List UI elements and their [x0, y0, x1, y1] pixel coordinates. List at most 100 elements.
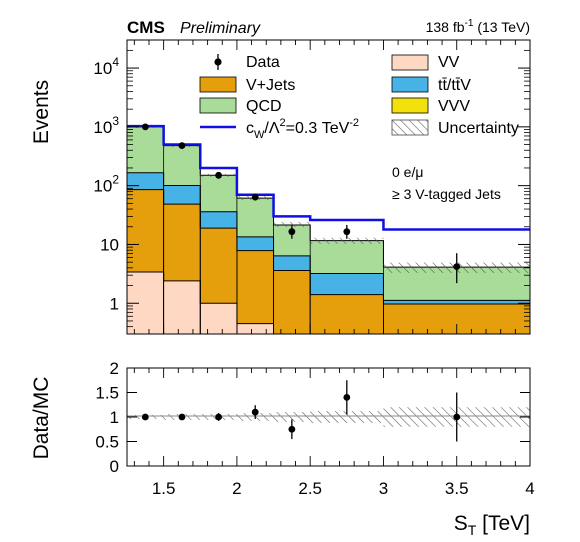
data-point	[343, 224, 351, 239]
legend-label-ttbar: tt̄/tt̄V	[438, 77, 471, 94]
stack-histogram	[127, 126, 530, 339]
lumi-label: 138 fb-1 (13 TeV)	[426, 18, 530, 35]
stack-bin	[310, 240, 384, 274]
stack-bin	[127, 172, 164, 190]
y-axis-title: Events	[30, 80, 53, 144]
stack-bin	[127, 189, 164, 273]
legend-label-vjets: V+Jets	[246, 77, 295, 94]
data-point	[453, 253, 461, 284]
ratio-marker	[141, 413, 149, 421]
ratio-marker	[215, 413, 222, 421]
ratio-axes: 0 0.5 1 1.5 2 1.5 2 2.5 3 3.5 4	[95, 359, 534, 498]
y-tick-label: 104	[93, 55, 119, 78]
ratio-marker	[343, 394, 351, 401]
legend: Data V+Jets QCD cW/Λ2=0.3 TeV-2 VV tt̄/tt̄V VV…	[199, 54, 519, 141]
stack-outline	[127, 271, 311, 334]
data-marker	[178, 142, 186, 149]
uncertainty-bin	[310, 237, 384, 244]
legend-swatch-uncertainty	[391, 119, 429, 136]
x-tick-label: 4	[525, 479, 534, 498]
y-tick-label: 10	[100, 235, 119, 254]
ratio-band-bin	[273, 412, 311, 422]
legend-swatch-vvv	[391, 97, 429, 114]
x-tick-label: 3.5	[445, 479, 469, 498]
experiment-label: CMS	[127, 18, 165, 37]
data-point	[178, 142, 186, 149]
y-tick-label: 103	[93, 114, 119, 137]
data-point	[288, 224, 296, 239]
stack-bin	[127, 272, 164, 334]
ratio-point	[141, 413, 149, 421]
data-marker	[453, 263, 461, 271]
ratio-point	[178, 413, 186, 421]
stack-bin	[163, 185, 201, 205]
ratio-uncertainty-band	[127, 407, 530, 427]
data-points	[141, 123, 461, 284]
data-point	[215, 171, 222, 179]
annotation-jets: ≥ 3 V-tagged Jets	[392, 186, 501, 202]
data-point	[251, 193, 259, 201]
ratio-marker	[251, 408, 259, 416]
stack-outline	[127, 172, 530, 301]
data-marker	[141, 123, 149, 131]
ratio-axis-title: Data/MC	[30, 377, 53, 460]
data-marker	[288, 228, 296, 236]
legend-label-signal: cW/Λ2=0.3 TeV-2	[246, 117, 359, 141]
ratio-y-tick-label: 2	[110, 359, 119, 378]
top-panel-frame	[126, 39, 531, 335]
ratio-points	[141, 380, 461, 442]
ratio-point	[215, 413, 222, 421]
ratio-marker	[178, 413, 186, 421]
legend-swatch-ttbar	[391, 76, 429, 93]
stack-bin	[383, 300, 530, 305]
y-tick-label: 102	[93, 173, 119, 196]
data-marker	[251, 193, 259, 201]
stack-bin	[274, 334, 311, 339]
annotation-lepton: 0 e/μ	[392, 164, 423, 180]
stack-bin	[273, 270, 311, 334]
legend-swatch-vjets	[199, 76, 237, 93]
stack-bin	[127, 126, 164, 173]
ratio-band-bin	[310, 411, 384, 423]
legend-label-uncertainty: Uncertainty	[438, 120, 519, 137]
legend-label-data: Data	[246, 54, 280, 71]
stack-outline	[127, 189, 530, 305]
legend-label-vv: VV	[438, 54, 460, 71]
ratio-y-tick-label: 1	[110, 408, 119, 427]
stack-bin	[200, 303, 237, 334]
x-axis-title: ST [TeV]	[454, 512, 530, 538]
legend-swatch-vv	[391, 54, 429, 71]
stack-bin	[236, 323, 274, 334]
x-tick-label: 2	[232, 479, 241, 498]
stack-bin	[163, 145, 201, 186]
stack-bin	[200, 211, 237, 229]
ratio-y-tick-label: 0	[110, 457, 119, 476]
ratio-point	[251, 405, 259, 419]
legend-label-vvv: VVV	[438, 98, 470, 115]
stack-bin	[236, 198, 274, 237]
uncertainty-bin	[273, 221, 311, 228]
ratio-point	[288, 419, 296, 440]
stack-bin	[163, 280, 201, 334]
stack-v-jets	[127, 189, 530, 334]
stack-bin	[310, 273, 384, 295]
data-point	[141, 123, 149, 131]
ratio-point	[343, 380, 351, 415]
stack-tt-tt-v	[127, 172, 530, 305]
x-tick-label: 1.5	[152, 479, 176, 498]
ratio-y-tick-label: 1.5	[95, 384, 119, 403]
legend-swatch-qcd	[199, 97, 237, 114]
x-tick-label: 2.5	[298, 479, 322, 498]
stack-bin	[236, 250, 274, 324]
y-tick-label: 1	[110, 294, 119, 313]
ratio-y-tick-label: 0.5	[95, 433, 119, 452]
ratio-marker	[453, 413, 461, 421]
stack-bin	[200, 175, 237, 212]
stack-bin	[273, 255, 311, 271]
legend-label-qcd: QCD	[246, 98, 282, 115]
stack-vv	[127, 272, 311, 339]
status-label: Preliminary	[180, 20, 261, 37]
stack-bin	[200, 228, 237, 304]
